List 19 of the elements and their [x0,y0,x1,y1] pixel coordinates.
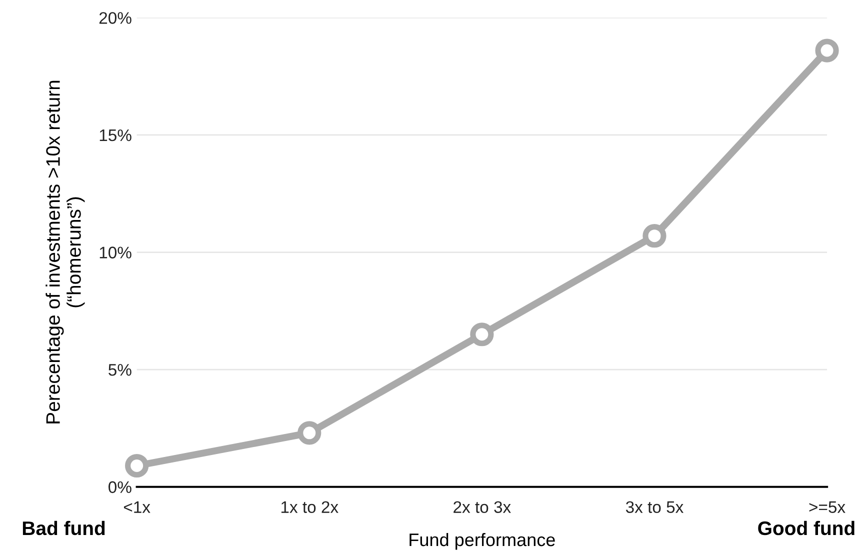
x-tick-label: 2x to 3x [454,501,511,513]
y-axis-title: Perecentage of investments >10x return (“homeruns”) [46,80,85,424]
y-tick-label: 5% [108,364,132,376]
y-tick-label: 0% [108,481,132,494]
point [125,454,149,478]
point [298,421,322,445]
y-tick-label: 15% [100,129,132,142]
point [815,38,839,62]
x-tick-label: 1x to 2x [281,501,338,513]
text: Bad fund [22,520,105,536]
x-tick-label: <1x [124,501,150,513]
y-tick-label: 10% [100,246,132,258]
y-tick-label: 20% [99,12,132,24]
x-tick-label: 3x to 5x [626,501,684,513]
point [470,322,494,346]
point [642,224,666,248]
x-tick-label: >=5x [809,501,846,513]
text: Good fund [758,520,854,536]
x-axis-title: Fund performance [410,532,555,550]
